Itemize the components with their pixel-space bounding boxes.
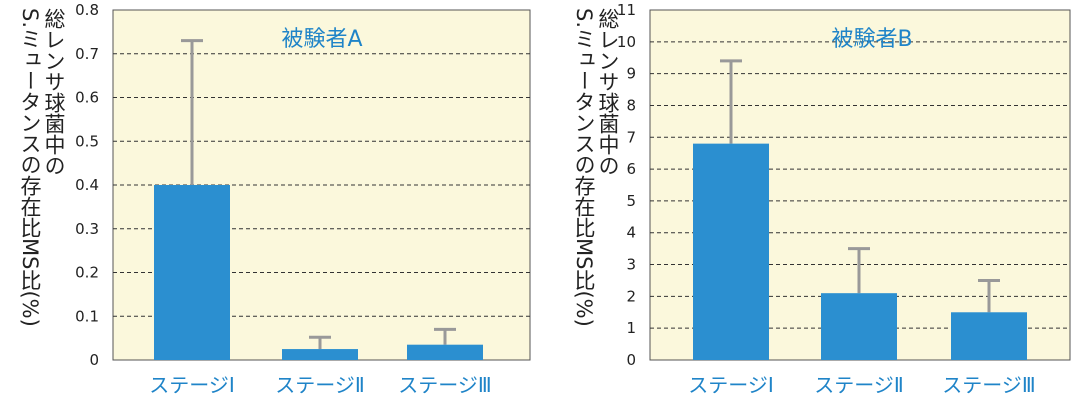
bar xyxy=(693,143,769,360)
bar-chart-b: 0 1 2 3 4 5 6 7 8 9 10 11 ステージⅠ ステージⅡ ステージⅢ 被験者B xyxy=(617,1,1071,397)
y-axis-label-line2: S.ミュータンスの存在比MS比(%) xyxy=(572,8,596,327)
y-tick-label: 9 xyxy=(626,65,636,83)
y-tick-label: 4 xyxy=(626,224,636,242)
y-tick-label: 11 xyxy=(617,1,636,19)
chart-panel-b: 総レンサ球菌中の S.ミュータンスの存在比MS比(%) 0 1 2 3 4 5 6 7 8 9 10 1… xyxy=(542,0,1084,405)
y-tick-label: 10 xyxy=(617,33,636,51)
x-tick-label: ステージⅢ xyxy=(942,373,1035,397)
x-tick-label: ステージⅡ xyxy=(275,373,364,397)
bar xyxy=(282,349,358,360)
y-tick-label: 0.2 xyxy=(75,264,99,282)
y-axis-label-line1: 総レンサ球菌中の xyxy=(596,8,620,176)
y-axis-label-line1: 総レンサ球菌中の xyxy=(42,8,66,176)
y-tick-label: 5 xyxy=(626,192,636,210)
y-tick-label: 3 xyxy=(626,256,636,274)
bar-chart-a: 0 0.1 0.2 0.3 0.4 0.5 0.6 0.7 0.8 ステージⅠ ステージⅡ ステージⅢ… xyxy=(75,1,531,397)
y-axis-label: 総レンサ球菌中の S.ミュータンスの存在比MS比(%) xyxy=(18,8,66,398)
y-tick-label: 2 xyxy=(626,287,636,305)
y-tick-label: 0 xyxy=(626,351,636,369)
bar xyxy=(407,344,483,360)
y-tick-label: 1 xyxy=(626,319,636,337)
y-tick-label: 8 xyxy=(626,96,636,114)
y-tick-label: 0.4 xyxy=(75,176,99,194)
x-tick-label: ステージⅢ xyxy=(398,373,491,397)
y-tick-label: 6 xyxy=(626,160,636,178)
y-tick-label: 0.3 xyxy=(75,220,99,238)
bar xyxy=(154,185,230,360)
bar xyxy=(951,312,1027,360)
y-tick-label: 0 xyxy=(89,351,99,369)
y-tick-label: 0.6 xyxy=(75,89,99,107)
chart-panel-a: 総レンサ球菌中の S.ミュータンスの存在比MS比(%) 0 0.1 0.2 0.3 0.4… xyxy=(18,1,531,398)
chart-title: 被験者A xyxy=(281,27,362,52)
y-tick-label: 0.7 xyxy=(75,45,99,63)
bar xyxy=(821,293,897,360)
y-tick-label: 7 xyxy=(626,128,636,146)
y-tick-label: 0.8 xyxy=(75,1,99,19)
x-tick-label: ステージⅠ xyxy=(688,373,774,397)
chart-title: 被験者B xyxy=(831,27,912,52)
y-axis-label-line2: S.ミュータンスの存在比MS比(%) xyxy=(18,8,42,327)
x-tick-label: ステージⅠ xyxy=(149,373,235,397)
x-tick-label: ステージⅡ xyxy=(814,373,903,397)
y-tick-label: 0.1 xyxy=(75,307,99,325)
y-tick-label: 0.5 xyxy=(75,132,99,150)
y-axis-label: 総レンサ球菌中の S.ミュータンスの存在比MS比(%) xyxy=(572,8,620,398)
